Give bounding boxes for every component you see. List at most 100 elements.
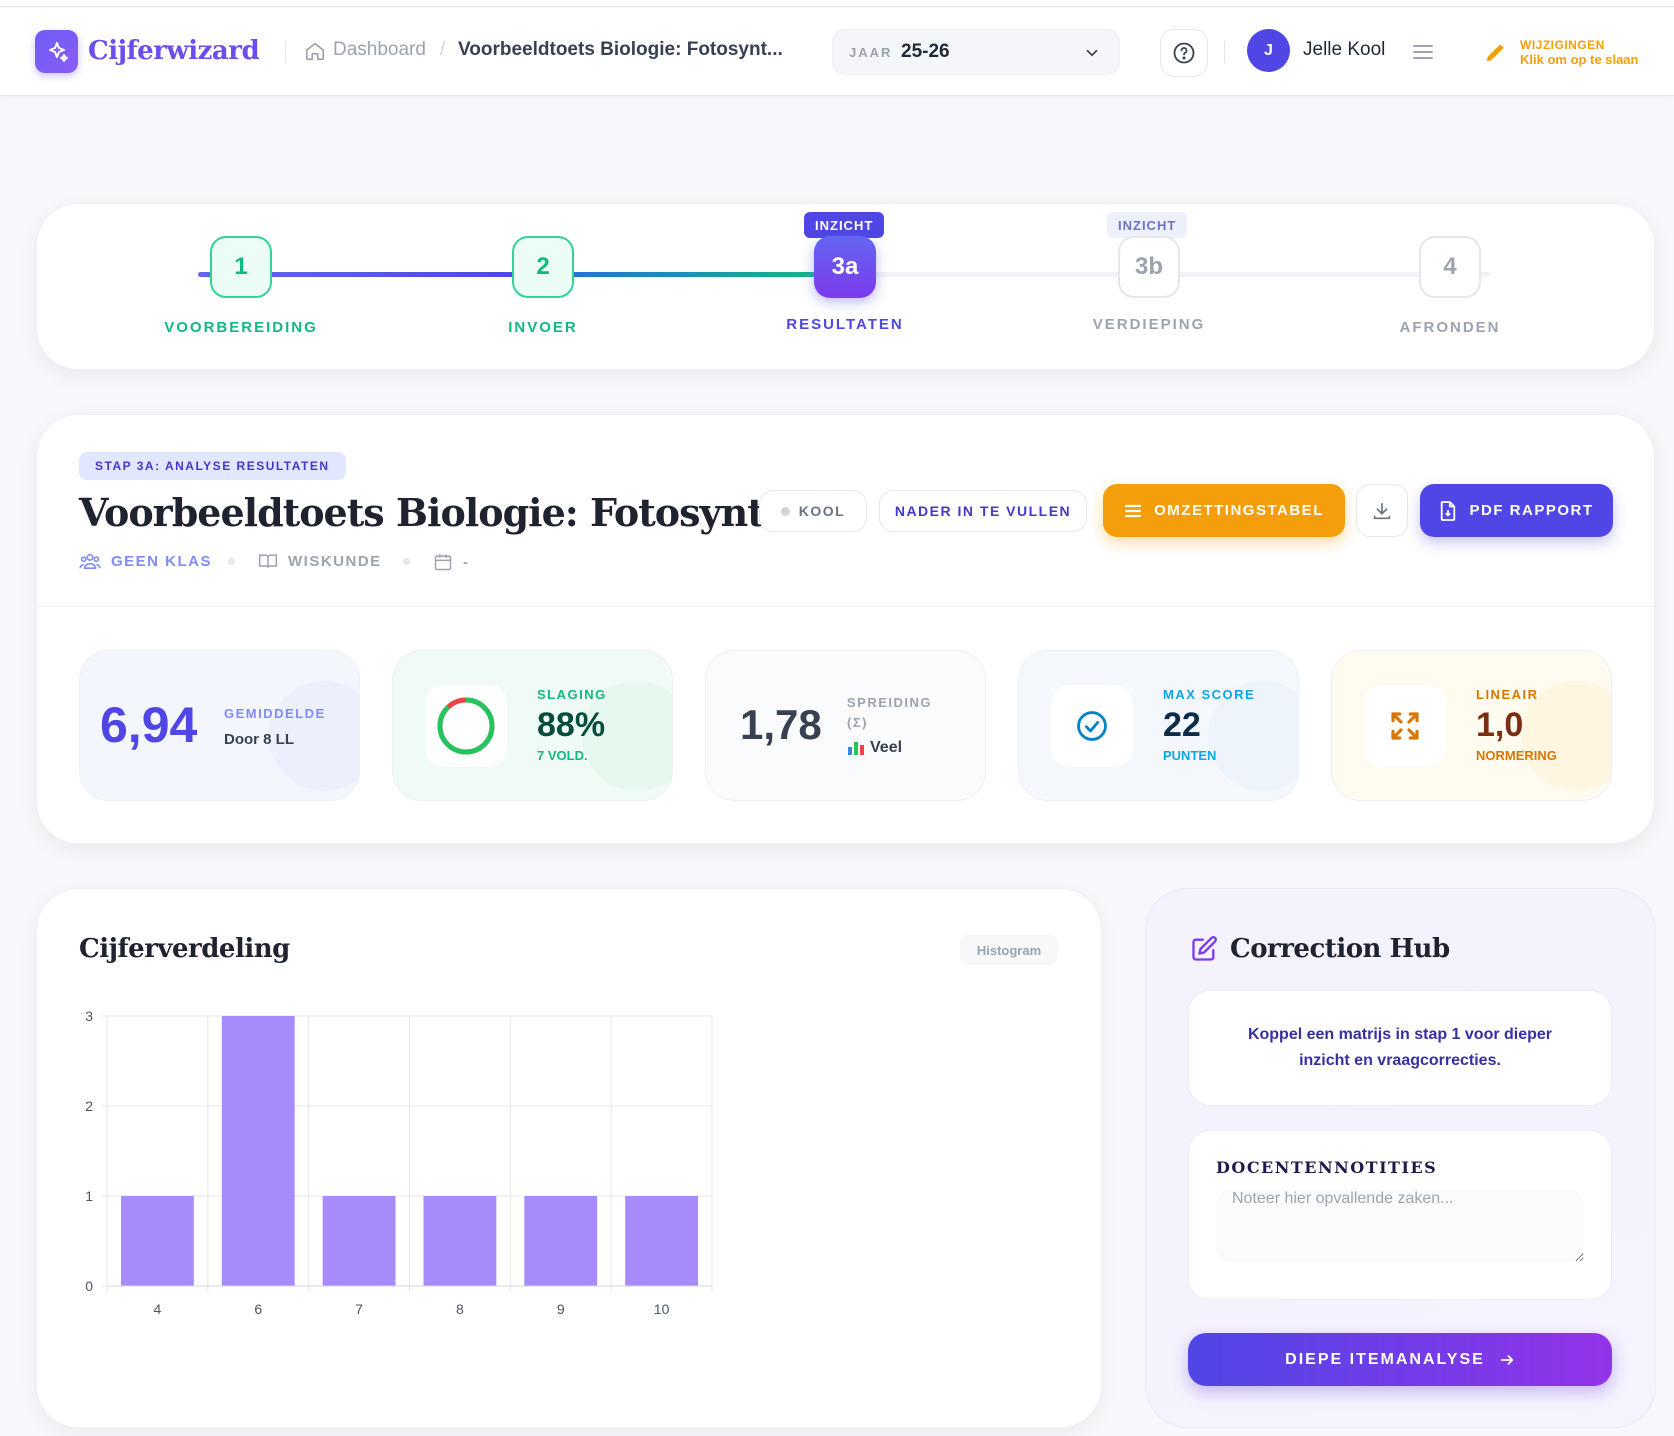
year-label: JAAR <box>849 45 893 60</box>
conversion-table-label: OMZETTINGSTABEL <box>1154 502 1324 519</box>
pending-pill[interactable]: NADER IN TE VULLEN <box>879 490 1087 532</box>
changes-title[interactable]: WIJZIGINGEN <box>1520 38 1605 52</box>
meta-separator-2 <box>403 558 410 565</box>
decor-bubble <box>582 681 672 791</box>
app-name[interactable]: Cijferwizard <box>88 36 260 66</box>
norm-label: LINEAIR <box>1476 687 1539 702</box>
year-selector[interactable]: JAAR 25-26 <box>832 29 1120 75</box>
meta-datum: - <box>433 552 470 572</box>
histogram-bar <box>322 1196 396 1286</box>
meta-datum-text: - <box>463 553 470 571</box>
pass-label: SLAGING <box>537 687 607 702</box>
chart-card <box>36 888 1102 1428</box>
pass-value: 88% <box>537 706 606 744</box>
pdf-report-button[interactable]: PDF RAPPORT <box>1420 484 1613 537</box>
chart-title: Cijferverdeling <box>79 934 290 964</box>
pass-ring-tile <box>425 685 507 767</box>
step-badge: STAP 3A: ANALYSE RESULTATEN <box>79 452 346 480</box>
calendar-icon <box>434 554 452 571</box>
meta-separator <box>228 558 235 565</box>
header-divider-2 <box>1224 41 1225 63</box>
x-tick-label: 7 <box>355 1301 363 1317</box>
x-tick-label: 10 <box>654 1301 670 1317</box>
page-title: Voorbeeldtoets Biologie: Fotosynt... <box>79 490 801 535</box>
users-icon <box>79 553 101 570</box>
pass-sub: 7 VOLD. <box>537 748 588 763</box>
stat-normering: LINEAIR 1,0 NORMERING <box>1331 650 1612 801</box>
spread-label: SPREIDING <box>847 695 933 710</box>
chevron-down-icon <box>1086 49 1098 57</box>
histogram-bar <box>524 1196 598 1286</box>
book-icon <box>258 554 278 568</box>
step-2-label: INVOER <box>508 319 578 336</box>
file-icon <box>1441 500 1456 521</box>
deep-item-analysis-label: DIEPE ITEMANALYSE <box>1285 1350 1485 1368</box>
breadcrumb-current: Voorbeeldtoets Biologie: Fotosynt... <box>458 39 783 60</box>
pencil-icon[interactable] <box>1482 38 1510 66</box>
hub-info-text: Koppel een matrijs in stap 1 voor dieper… <box>1247 1026 1553 1069</box>
histogram-chart: 0 1 2 3 4 6 7 8 9 10 <box>85 1008 713 1317</box>
max-score-sub: PUNTEN <box>1163 748 1217 763</box>
histogram-bar <box>221 1016 295 1286</box>
stat-spread: 1,78 SPREIDING (Σ) Veel <box>705 650 986 801</box>
avatar[interactable]: J <box>1247 29 1290 72</box>
step-4-label: AFRONDEN <box>1399 319 1501 336</box>
pdf-report-label: PDF RAPPORT <box>1469 502 1594 519</box>
notes-input[interactable] <box>1216 1190 1584 1262</box>
average-sub: Door 8 LL <box>224 731 294 748</box>
x-tick-label: 9 <box>557 1301 565 1317</box>
breadcrumb-dashboard[interactable]: Dashboard <box>333 39 426 60</box>
teacher-pill[interactable]: KOOL <box>759 490 867 532</box>
step-2[interactable]: 2 <box>512 236 574 298</box>
user-name[interactable]: Jelle Kool <box>1303 39 1386 60</box>
hub-title: Correction Hub <box>1230 934 1450 964</box>
meta-vak-text: WISKUNDE <box>288 552 382 570</box>
spread-value: 1,78 <box>740 701 822 748</box>
expand-icon <box>1391 712 1419 740</box>
deep-item-analysis-button[interactable]: DIEPE ITEMANALYSE <box>1188 1333 1612 1386</box>
conversion-table-button[interactable]: OMZETTINGSTABEL <box>1103 484 1345 537</box>
logo-icon[interactable] <box>35 30 78 73</box>
breadcrumb-separator: / <box>440 39 446 60</box>
progress-line-active <box>520 272 820 277</box>
check-circle-icon <box>1077 711 1107 741</box>
progress-line-done <box>198 272 520 277</box>
step-4[interactable]: 4 <box>1419 236 1481 298</box>
average-value: 6,94 <box>100 697 198 753</box>
max-score-value: 22 <box>1163 706 1201 744</box>
pending-pill-label: NADER IN TE VULLEN <box>894 503 1072 519</box>
expand-tile <box>1364 685 1446 767</box>
changes-subtitle[interactable]: Klik om op te slaan <box>1520 52 1639 67</box>
download-button[interactable] <box>1356 484 1408 537</box>
decor-bubble <box>269 681 359 791</box>
step-1[interactable]: 1 <box>210 236 272 298</box>
step-3b[interactable]: 3b <box>1118 236 1180 298</box>
pass-ring-icon <box>437 697 495 755</box>
check-tile <box>1051 685 1133 767</box>
menu-icon[interactable] <box>1412 42 1434 62</box>
list-icon <box>1125 504 1142 517</box>
histogram-bar <box>121 1196 194 1286</box>
notes-label: DOCENTENNOTITIES <box>1216 1158 1438 1177</box>
help-button[interactable] <box>1160 29 1208 77</box>
average-label: GEMIDDELDE <box>224 706 326 721</box>
meta-vak: WISKUNDE <box>258 552 382 570</box>
home-icon[interactable] <box>304 40 326 62</box>
histogram-bar <box>625 1196 698 1286</box>
meta-klas: GEEN KLAS <box>79 552 212 570</box>
step-3b-label: VERDIEPING <box>1092 316 1206 333</box>
spread-sub: Veel <box>870 739 903 756</box>
download-icon <box>1373 502 1391 519</box>
x-tick-label: 4 <box>154 1301 162 1317</box>
bar-chart-icon <box>847 739 865 755</box>
norm-sub: NORMERING <box>1476 748 1557 763</box>
status-dot-icon <box>780 506 790 516</box>
norm-value: 1,0 <box>1476 706 1524 744</box>
step-3a[interactable]: 3a <box>814 236 876 298</box>
year-value: 25-26 <box>901 41 950 62</box>
step-3b-tag: INZICHT <box>1107 212 1188 238</box>
decor-bubble <box>1521 681 1611 791</box>
x-tick-label: 8 <box>456 1301 464 1317</box>
edit-icon <box>1192 936 1217 961</box>
app-header: Cijferwizard Dashboard / Voorbeeldtoets … <box>0 8 1674 96</box>
